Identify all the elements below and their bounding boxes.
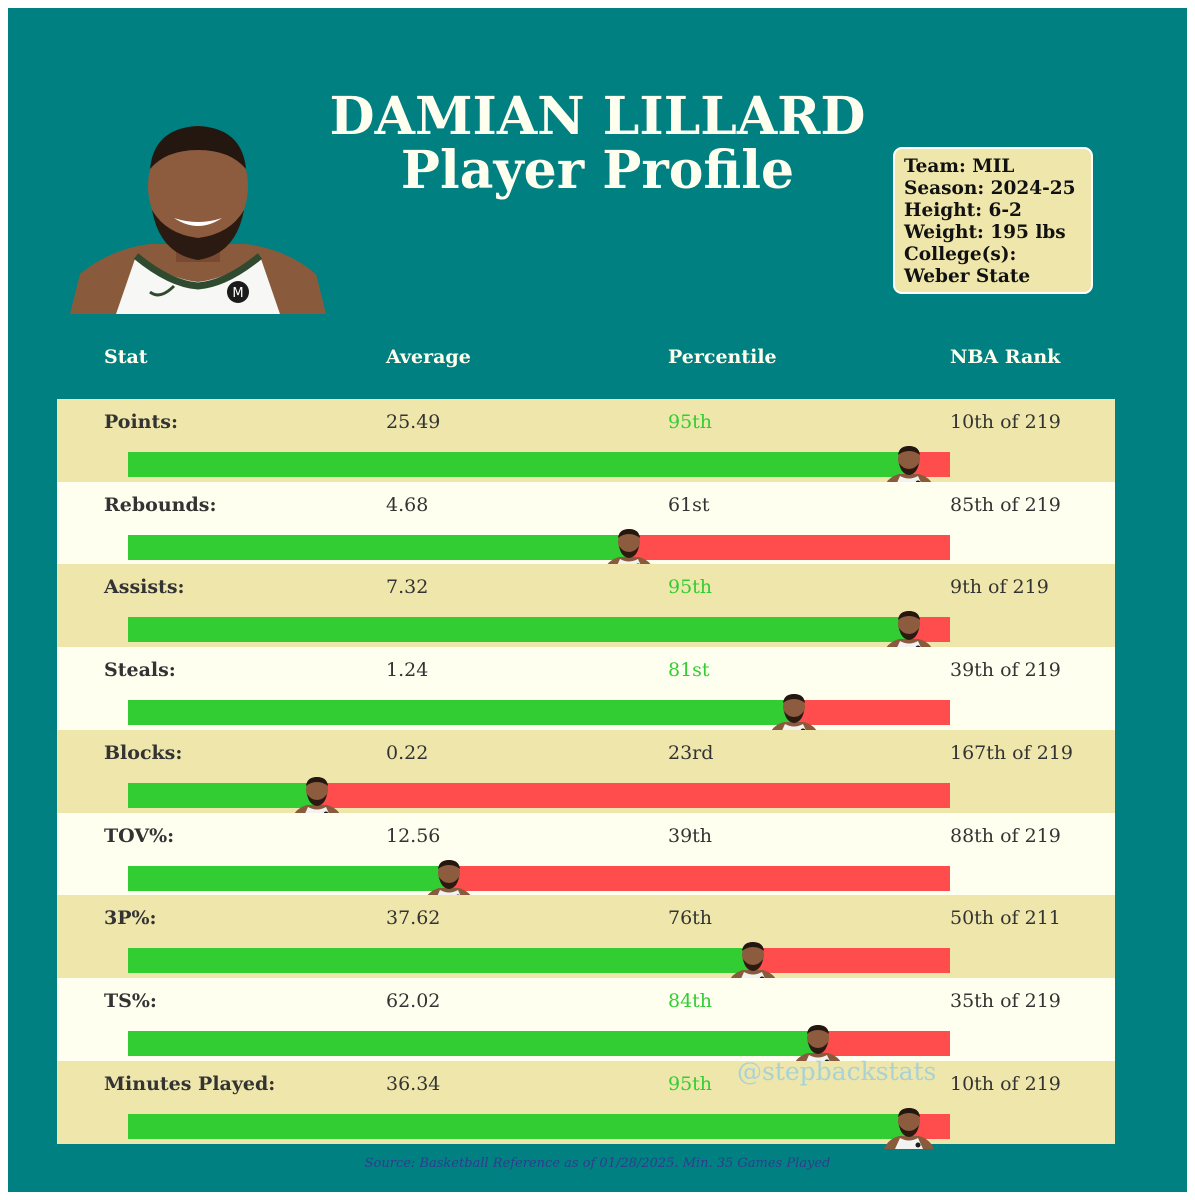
stat-label: Minutes Played: [104, 1072, 276, 1095]
stat-rank: 85th of 219 [950, 493, 1061, 516]
profile-subtitle: Player Profile [400, 140, 795, 201]
player-head-marker [290, 774, 344, 818]
header-nba-rank: NBA Rank [950, 346, 1061, 368]
bar-fill [128, 700, 794, 726]
player-head-marker [882, 1105, 936, 1149]
stat-percentile: 39th [668, 824, 713, 847]
percentile-bar [128, 452, 950, 477]
stat-percentile: 81st [668, 659, 710, 682]
stat-percentile: 95th [668, 411, 713, 433]
stat-average: 4.68 [386, 493, 429, 516]
stat-percentile: 84th [668, 989, 713, 1012]
bar-fill [128, 1030, 819, 1056]
stat-average: 37.62 [386, 907, 441, 930]
info-height: Height: 6-2 [904, 200, 1022, 221]
info-season: Season: 2024-25 [904, 178, 1076, 199]
info-college-label: College(s): [904, 244, 1017, 265]
stat-average: 25.49 [386, 411, 441, 433]
bar-fill [128, 865, 449, 891]
bar-fill [128, 1113, 909, 1139]
stat-label: 3P%: [104, 907, 157, 930]
percentile-bar [128, 617, 950, 643]
info-team: Team: MIL [904, 156, 1015, 177]
stat-rank: 10th of 219 [950, 1072, 1061, 1095]
stat-rank: 167th of 219 [950, 741, 1073, 764]
stat-percentile: 95th [668, 576, 713, 599]
player-head-marker [422, 857, 476, 901]
stat-percentile: 95th [668, 1072, 713, 1095]
source-note: Source: Basketball Reference as of 01/28… [364, 1156, 831, 1171]
bar-fill [128, 948, 753, 974]
stat-label: Assists: [104, 576, 185, 599]
player-head-marker [602, 526, 656, 570]
svg-text:M: M [232, 286, 243, 301]
info-weight: Weight: 195 lbs [904, 222, 1066, 243]
bar-fill [128, 534, 630, 560]
header-stat: Stat [104, 346, 148, 368]
stat-rank: 9th of 219 [950, 576, 1049, 599]
percentile-bar [128, 1113, 950, 1139]
player-info-box: Team: MIL Season: 2024-25 Height: 6-2 We… [893, 147, 1093, 294]
info-college: Weber State [904, 266, 1031, 287]
bar-fill [128, 782, 318, 808]
percentile-bar [128, 1030, 950, 1056]
stat-average: 12.56 [386, 824, 441, 847]
stat-average: 0.22 [386, 741, 429, 764]
stat-rank: 39th of 219 [950, 659, 1061, 682]
player-head-marker [882, 608, 936, 653]
stat-average: 1.24 [386, 659, 429, 682]
stat-rank: 50th of 211 [950, 907, 1061, 930]
stat-rank: 88th of 219 [950, 824, 1061, 847]
percentile-bar [128, 700, 950, 726]
stat-label: Steals: [104, 659, 176, 682]
stat-average: 7.32 [386, 576, 429, 599]
watermark: @stepbackstats [737, 1057, 937, 1086]
stat-average: 36.34 [386, 1072, 441, 1095]
player-head-marker [767, 691, 821, 736]
stat-percentile: 23rd [668, 741, 714, 764]
player-head-marker [882, 443, 936, 487]
percentile-bar [128, 534, 950, 560]
bar-fill [128, 617, 909, 643]
stat-label: Rebounds: [104, 493, 217, 516]
player-name-title: DAMIAN LILLARD [329, 86, 866, 147]
header-average: Average [386, 346, 471, 368]
stat-label: TS%: [104, 989, 157, 1012]
player-head-marker [726, 939, 780, 984]
stat-rank: 10th of 219 [950, 411, 1061, 433]
percentile-bar [128, 865, 950, 891]
stat-label: Points: [104, 411, 178, 433]
percentile-bar [128, 948, 950, 974]
stat-percentile: 76th [668, 907, 713, 930]
stat-percentile: 61st [668, 493, 710, 516]
stat-label: Blocks: [104, 741, 183, 764]
stat-label: TOV%: [104, 824, 175, 847]
stat-rank: 35th of 219 [950, 989, 1061, 1012]
player-photo: M [70, 126, 326, 314]
bar-fill [128, 452, 909, 477]
percentile-bar [128, 782, 950, 808]
header-percentile: Percentile [668, 346, 777, 368]
stat-average: 62.02 [386, 989, 441, 1012]
